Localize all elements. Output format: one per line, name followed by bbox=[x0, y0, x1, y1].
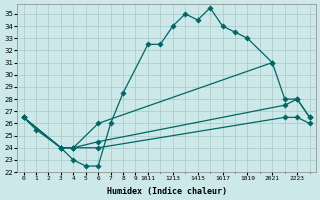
X-axis label: Humidex (Indice chaleur): Humidex (Indice chaleur) bbox=[107, 187, 227, 196]
